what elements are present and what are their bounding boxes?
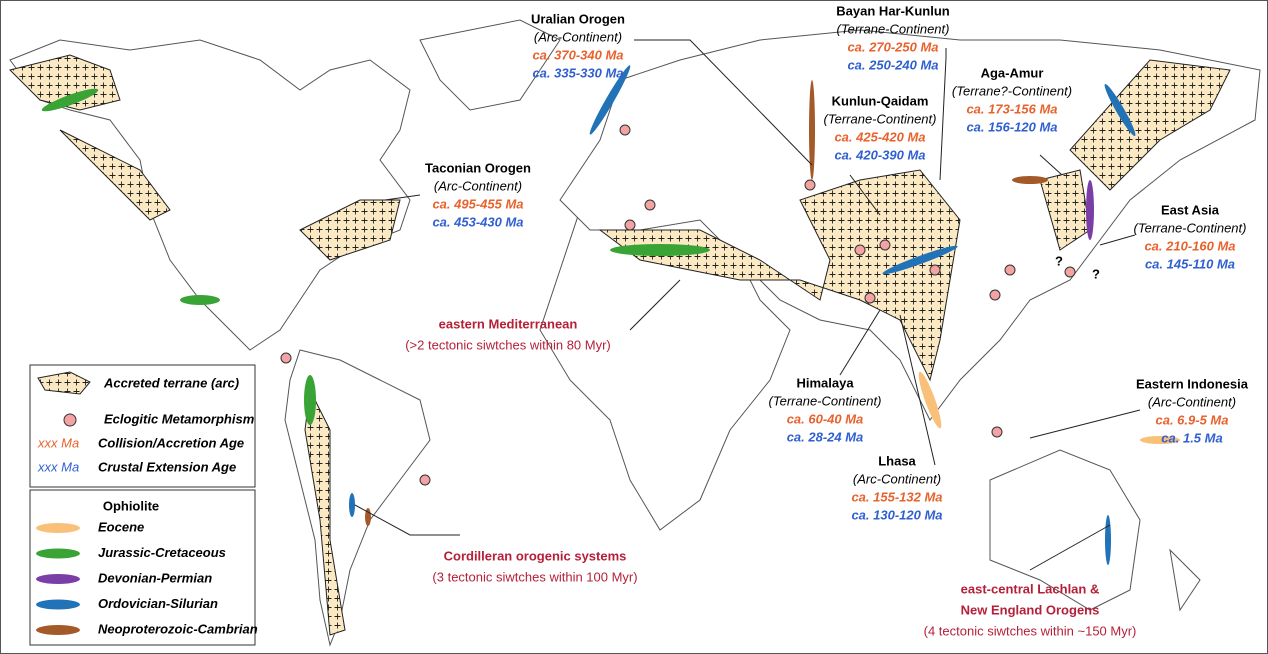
- region-type: (Terrane-Continent): [1134, 220, 1247, 235]
- legend-ophiolite-label: Eocene: [98, 519, 144, 534]
- highlight-title: Cordilleran orogenic systems: [444, 548, 627, 563]
- extension-age: ca. 335-330 Ma: [532, 65, 623, 80]
- region-name: Lhasa: [878, 453, 916, 468]
- legend-ophiolite-label: Jurassic-Cretaceous: [98, 545, 226, 560]
- legend-label: Collision/Accretion Age: [98, 435, 244, 450]
- region-type: (Terrane?-Continent): [952, 83, 1072, 98]
- extension-age: ca. 250-240 Ma: [847, 57, 938, 72]
- extension-age: ca. 420-390 Ma: [834, 147, 925, 162]
- ophiolite-belts: [41, 65, 1180, 565]
- legend-label: Eclogitic Metamorphism: [104, 411, 255, 426]
- region-name: Himalaya: [796, 375, 854, 390]
- accreted-terranes: [9, 54, 1231, 636]
- question-mark: ?: [1092, 266, 1100, 281]
- region-name: Aga-Amur: [981, 65, 1044, 80]
- ophiolite-legend-box: [29, 489, 256, 646]
- highlight-title: New England Orogens: [961, 602, 1100, 617]
- legend-eclogite-swatch: [63, 413, 77, 427]
- collision-age: ca. 370-340 Ma: [532, 47, 623, 62]
- legend-ophiolite-swatch: [36, 523, 80, 533]
- highlight-note: (4 tectonic siwtches within ~150 Myr): [924, 623, 1137, 638]
- legend-symbol: xxx Ma: [37, 459, 79, 474]
- region-type: (Arc-Continent): [534, 29, 622, 44]
- legend-ophiolite-swatch: [36, 548, 80, 559]
- legend-ophiolite-label: Neoproterozoic-Cambrian: [98, 621, 258, 636]
- legend-symbol: xxx Ma: [37, 435, 79, 450]
- legend-ophiolite-swatch: [36, 599, 80, 610]
- region-name: Bayan Har-Kunlun: [836, 3, 949, 18]
- leader-lines: [354, 39, 1141, 571]
- legend-ophiolite-swatch: [36, 625, 80, 635]
- highlight-note: (>2 tectonic siwtches within 80 Myr): [405, 337, 611, 352]
- extension-age: ca. 453-430 Ma: [432, 214, 523, 229]
- collision-age: ca. 210-160 Ma: [1144, 238, 1235, 253]
- region-type: (Terrane-Continent): [769, 393, 882, 408]
- collision-age: ca. 270-250 Ma: [847, 39, 938, 54]
- eclogite-sites: [280, 124, 1076, 486]
- region-type: (Arc-Continent): [853, 471, 941, 486]
- ophiolite-title: Ophiolite: [103, 498, 159, 513]
- region-name: Uralian Orogen: [531, 11, 625, 26]
- extension-age: ca. 145-110 Ma: [1145, 256, 1235, 271]
- region-name: Eastern Indonesia: [1136, 376, 1249, 391]
- region-name: Taconian Orogen: [425, 160, 531, 175]
- legend-terrane-swatch: [37, 371, 91, 395]
- extension-age: ca. 1.5 Ma: [1161, 430, 1222, 445]
- collision-age: ca. 495-455 Ma: [432, 196, 523, 211]
- collision-age: ca. 155-132 Ma: [851, 489, 942, 504]
- collision-age: ca. 173-156 Ma: [966, 101, 1057, 116]
- region-type: (Terrane-Continent): [824, 111, 937, 126]
- region-name: East Asia: [1161, 202, 1220, 217]
- legend-ophiolite-swatch: [36, 574, 80, 584]
- region-name: Kunlun-Qaidam: [832, 93, 929, 108]
- extension-age: ca. 156-120 Ma: [966, 119, 1057, 134]
- highlight-title: eastern Mediterranean: [439, 316, 578, 331]
- collision-age: ca. 425-420 Ma: [834, 129, 925, 144]
- collision-age: ca. 6.9-5 Ma: [1156, 412, 1229, 427]
- question-mark: ?: [1055, 253, 1063, 268]
- region-type: (Terrane-Continent): [837, 21, 950, 36]
- collision-age: ca. 60-40 Ma: [787, 411, 864, 426]
- legend-ophiolite-label: Devonian-Permian: [98, 570, 212, 585]
- legend-label: Crustal Extension Age: [98, 459, 236, 474]
- highlight-title: east-central Lachlan &: [961, 581, 1100, 596]
- legend-ophiolite-label: Ordovician-Silurian: [98, 596, 218, 611]
- extension-age: ca. 130-120 Ma: [851, 507, 942, 522]
- extension-age: ca. 28-24 Ma: [787, 429, 864, 444]
- highlight-note: (3 tectonic siwtches within 100 Myr): [432, 569, 637, 584]
- legend-label: Accreted terrane (arc): [103, 375, 239, 390]
- region-type: (Arc-Continent): [434, 178, 522, 193]
- region-type: (Arc-Continent): [1148, 394, 1236, 409]
